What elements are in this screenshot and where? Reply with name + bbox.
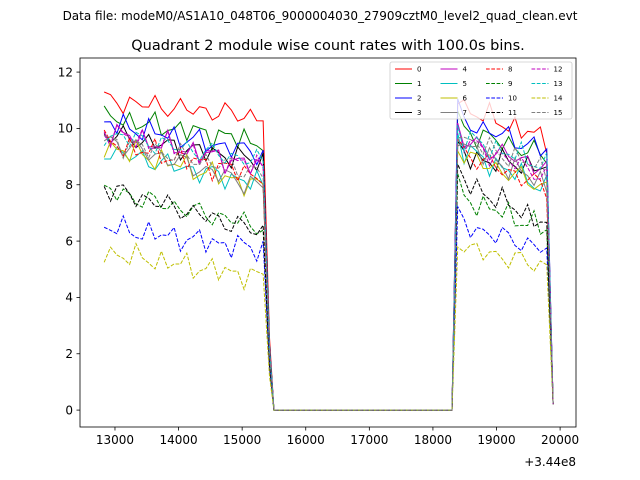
series-line-7 (103, 135, 554, 411)
chart-title: Quadrant 2 module wise count rates with … (131, 38, 525, 54)
y-tick-label: 6 (65, 234, 73, 248)
plot-area: 13000 14000 15000 16000 17000 18000 19000 20000… (58, 57, 579, 447)
legend-label-9: 9 (508, 80, 512, 88)
series-line-0 (103, 91, 554, 411)
y-tick-label: 12 (58, 65, 73, 79)
series-line-5 (104, 132, 554, 411)
axes-frame (79, 57, 577, 428)
x-tick-label: 19000 (477, 433, 515, 447)
x-offset-label: +3.44e8 (524, 455, 576, 469)
series-line-4 (103, 123, 554, 411)
series-line-12 (103, 122, 554, 411)
legend-label-15: 15 (554, 109, 563, 117)
x-tick-label: 16000 (287, 433, 325, 447)
x-tick-label: 14000 (159, 433, 197, 447)
y-tick-label: 2 (65, 347, 73, 361)
series-line-9 (103, 173, 554, 411)
legend-label-1: 1 (417, 80, 421, 88)
x-tick-label: 20000 (541, 433, 579, 447)
legend-label-14: 14 (554, 95, 563, 103)
x-tick-label: 17000 (350, 433, 388, 447)
series-line-8 (103, 129, 554, 411)
series-line-3 (103, 124, 554, 411)
legend-label-5: 5 (463, 80, 467, 88)
legend-label-13: 13 (554, 80, 563, 88)
legend-label-10: 10 (508, 95, 517, 103)
legend-box (389, 61, 573, 120)
legend-label-6: 6 (463, 95, 468, 103)
legend-label-0: 0 (417, 66, 421, 74)
legend-label-11: 11 (508, 109, 517, 117)
y-tick-label: 8 (65, 178, 73, 192)
y-tick-label: 10 (58, 122, 73, 136)
series-lines (103, 91, 554, 411)
legend-label-2: 2 (417, 95, 421, 103)
chart-suptitle: Data file: modeM0/AS1A10_048T06_90000040… (63, 9, 578, 23)
legend-label-3: 3 (417, 109, 421, 117)
series-line-2 (104, 98, 554, 411)
series-line-1 (103, 105, 554, 411)
series-line-10 (103, 204, 554, 411)
series-line-13 (103, 125, 554, 411)
y-tick-label: 0 (65, 403, 73, 417)
x-tick-label: 13000 (96, 433, 134, 447)
series-line-15 (104, 135, 554, 411)
legend-label-7: 7 (463, 109, 467, 117)
series-line-6 (103, 138, 554, 411)
legend-label-8: 8 (508, 66, 512, 74)
series-line-11 (103, 163, 554, 411)
x-tick-label: 18000 (414, 433, 452, 447)
legend-label-4: 4 (463, 66, 468, 74)
series-line-14 (103, 242, 554, 411)
legend-label-12: 12 (554, 66, 563, 74)
x-tick-label: 15000 (223, 433, 261, 447)
y-tick-label: 4 (65, 291, 73, 305)
